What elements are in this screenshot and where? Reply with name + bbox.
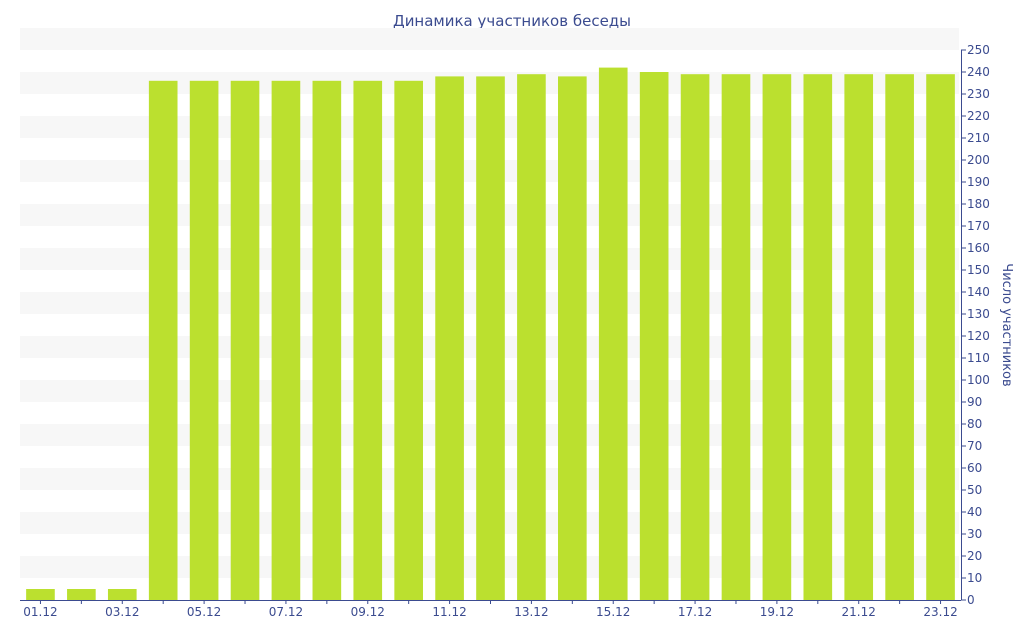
y-tick-label: 230 <box>967 87 990 101</box>
y-tick-label: 140 <box>967 285 990 299</box>
bar <box>230 80 260 601</box>
bar <box>803 74 833 600</box>
bar <box>721 74 751 600</box>
x-tick-label: 21.12 <box>842 605 876 619</box>
y-tick-label: 120 <box>967 329 990 343</box>
bar <box>148 80 178 601</box>
y-tick-label: 70 <box>967 439 982 453</box>
chart-title: Динамика участников беседы <box>392 12 632 30</box>
x-tick-label: 09.12 <box>351 605 385 619</box>
y-tick-label: 240 <box>967 65 990 79</box>
bar <box>312 80 342 601</box>
bar <box>885 74 914 600</box>
x-tick-label: 07.12 <box>269 605 303 619</box>
x-tick-label: 01.12 <box>23 605 57 619</box>
y-axis: 0 10 20 30 40 50 60 70 80 90 100 110 120 130 140 150 160… <box>961 43 990 607</box>
y-tick-label: 100 <box>967 373 990 387</box>
x-tick-label: 23.12 <box>923 605 957 619</box>
y-tick-label: 130 <box>967 307 990 321</box>
x-tick-label: 05.12 <box>187 605 221 619</box>
y-tick-label: 20 <box>967 549 982 563</box>
y-tick-label: 50 <box>967 483 982 497</box>
bar <box>67 589 96 600</box>
y-tick-label: 250 <box>967 43 990 57</box>
bar <box>639 72 669 600</box>
bar <box>476 76 505 600</box>
y-tick-label: 220 <box>967 109 990 123</box>
x-tick-label: 11.12 <box>432 605 466 619</box>
y-tick-label: 160 <box>967 241 990 255</box>
y-tick-label: 10 <box>967 571 982 585</box>
x-tick-label: 19.12 <box>760 605 794 619</box>
y-tick-label: 40 <box>967 505 982 519</box>
y-tick-label: 200 <box>967 153 990 167</box>
bar <box>598 67 628 601</box>
bar <box>394 80 423 601</box>
y-tick-label: 150 <box>967 263 990 277</box>
y-axis-label: Число участников <box>999 263 1014 386</box>
y-tick-label: 90 <box>967 395 982 409</box>
y-tick-label: 110 <box>967 351 990 365</box>
x-tick-label: 03.12 <box>105 605 139 619</box>
bar <box>762 74 792 600</box>
bar <box>107 589 137 600</box>
bar <box>271 80 301 601</box>
bars <box>26 67 955 601</box>
y-tick-label: 180 <box>967 197 990 211</box>
y-tick-label: 30 <box>967 527 982 541</box>
bar <box>558 76 587 600</box>
bar <box>926 74 955 600</box>
y-tick-label: 190 <box>967 175 990 189</box>
y-tick-label: 170 <box>967 219 990 233</box>
bar <box>435 76 464 600</box>
x-tick-label: 13.12 <box>514 605 548 619</box>
bar <box>844 74 874 600</box>
y-tick-label: 80 <box>967 417 982 431</box>
x-axis: 01.12 03.12 05.12 07.12 09.12 11.12 13.12 15.12… <box>20 600 961 619</box>
bar <box>517 74 546 600</box>
x-tick-label: 15.12 <box>596 605 630 619</box>
y-tick-label: 0 <box>967 593 975 607</box>
bar <box>680 74 710 600</box>
y-tick-label: 210 <box>967 131 990 145</box>
x-tick-label: 17.12 <box>678 605 712 619</box>
bar <box>353 80 383 601</box>
grid-band <box>20 28 959 50</box>
bar <box>26 589 55 600</box>
bar <box>189 80 219 601</box>
y-tick-label: 60 <box>967 461 982 475</box>
